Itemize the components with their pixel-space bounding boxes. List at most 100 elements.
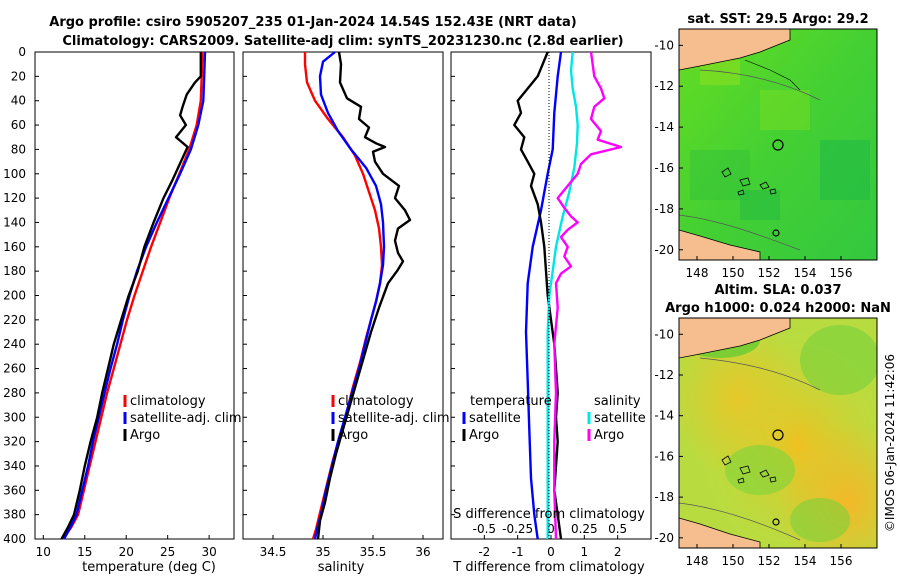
x-tick-label: 2 — [614, 545, 622, 559]
map-y-tick-label: -20 — [654, 531, 674, 545]
argo-position-marker — [772, 139, 784, 151]
depth-tick-label: 20 — [11, 69, 26, 83]
top-x-tick-label: 0 — [547, 522, 555, 536]
series-line-s-satellite — [546, 51, 579, 539]
map-y-tick-label: -18 — [654, 202, 674, 216]
x-tick-label: 15 — [77, 545, 92, 559]
island-marker — [772, 229, 780, 237]
map-y-tick-label: -10 — [654, 327, 674, 341]
legend-temperature-title: temperature — [470, 394, 552, 409]
map-x-tick-label: 150 — [722, 266, 745, 280]
x-tick-label: 25 — [160, 545, 175, 559]
land-australia — [679, 517, 761, 548]
salinity-xlabel: salinity — [318, 560, 365, 575]
x-tick-label: 35.5 — [360, 545, 387, 559]
depth-tick-label: 220 — [3, 313, 26, 327]
legend-argo: Argo — [130, 428, 160, 443]
depth-tick-label: 300 — [3, 410, 26, 424]
reef-islands — [721, 167, 777, 196]
series-line-t-satellite — [524, 51, 563, 540]
legend-s-satellite: satellite — [594, 411, 646, 426]
x-tick-label: 10 — [36, 545, 51, 559]
sst-map-title: sat. SST: 29.5 Argo: 29.2 — [687, 12, 868, 27]
map-y-tick-label: -10 — [654, 38, 674, 52]
map-axis-ticks: 148 150 152 154 156 -10 -12 -14 -16 -18 -20 148 150 1… — [654, 38, 852, 568]
depth-tick-label: 240 — [3, 337, 26, 351]
land-australia — [679, 229, 761, 260]
map-y-tick-label: -20 — [654, 243, 674, 257]
salinity-panel — [242, 51, 444, 540]
depth-tick-label: 280 — [3, 386, 26, 400]
sst-map — [679, 29, 877, 260]
sst-map-frame — [678, 28, 878, 261]
top-x-tick-label: 0.5 — [608, 522, 627, 536]
x-tick-label: -1 — [512, 545, 524, 559]
map-x-tick-label: 156 — [830, 554, 853, 568]
legend-satellite-adj-clim: satellite-adj. clim — [338, 411, 450, 426]
depth-tick-label: 260 — [3, 362, 26, 376]
top-x-tick-label: -0.25 — [502, 522, 533, 536]
argo-position-marker — [772, 429, 784, 441]
reef-islands — [721, 455, 777, 484]
map-x-tick-label: 156 — [830, 266, 853, 280]
profile-curves — [60, 51, 623, 540]
depth-tick-label: 180 — [3, 264, 26, 278]
x-tick-label: 36 — [415, 545, 430, 559]
x-tick-label: -2 — [478, 545, 490, 559]
sla-map — [679, 318, 877, 548]
legend-climatology: climatology — [338, 394, 414, 409]
depth-tick-label: 40 — [11, 94, 26, 108]
depth-tick-label: 360 — [3, 483, 26, 497]
map-y-tick-label: -16 — [654, 449, 674, 463]
legend-climatology: climatology — [130, 394, 206, 409]
top-x-tick-label: -0.5 — [473, 522, 496, 536]
legend-argo: Argo — [338, 428, 368, 443]
difference-top-xlabel: S difference from climatology — [453, 507, 645, 522]
difference-panel — [450, 51, 652, 540]
difference-legend: temperature satellite Argo salinity sate… — [462, 394, 646, 443]
top-x-tick-label: 0.25 — [571, 522, 598, 536]
series-line-climatology — [62, 51, 204, 540]
depth-tick-label: 140 — [3, 215, 26, 229]
map-x-tick-label: 152 — [758, 266, 781, 280]
map-x-tick-label: 154 — [794, 266, 817, 280]
legend-salinity-title: salinity — [594, 394, 641, 409]
legend-t-argo: Argo — [469, 428, 499, 443]
sla-map-title-1: Altim. SLA: 0.037 — [715, 283, 842, 298]
series-line-climatology — [303, 52, 384, 540]
title-line-2: Climatology: CARS2009. Satellite-adj cli… — [62, 34, 623, 49]
series-line-argo — [316, 51, 412, 540]
legend-satellite-adj-clim: satellite-adj. clim — [130, 411, 242, 426]
depth-tick-label: 400 — [3, 532, 26, 546]
depth-tick-label: 60 — [11, 118, 26, 132]
depth-tick-label: 0 — [18, 45, 26, 59]
x-tick-label: 30 — [201, 545, 216, 559]
land-new-guinea — [679, 318, 791, 359]
temperature-legend: climatology satellite-adj. clim Argo — [123, 394, 242, 443]
map-y-tick-label: -12 — [654, 79, 674, 93]
x-tick-label: 34.5 — [260, 545, 287, 559]
land-new-guinea — [679, 29, 791, 71]
map-y-tick-label: -16 — [654, 161, 674, 175]
legend-t-satellite: satellite — [469, 411, 521, 426]
island-marker — [772, 518, 780, 526]
depth-tick-label: 340 — [3, 459, 26, 473]
map-x-tick-label: 148 — [686, 554, 709, 568]
map-y-tick-label: -14 — [654, 120, 674, 134]
depth-tick-label: 80 — [11, 142, 26, 156]
depth-tick-label: 100 — [3, 167, 26, 181]
depth-tick-label: 120 — [3, 191, 26, 205]
salinity-legend: climatology satellite-adj. clim Argo — [331, 394, 450, 443]
x-axis-ticks: 10 15 20 25 30 34.5 35 35.5 36 -2 -1 0 1 2 -0.5 -0.25 0 0… — [36, 522, 628, 559]
series-line-argo — [60, 52, 202, 540]
x-tick-label: 20 — [119, 545, 134, 559]
legend-s-argo: Argo — [594, 428, 624, 443]
depth-tick-label: 200 — [3, 289, 26, 303]
map-y-tick-label: -14 — [654, 409, 674, 423]
depth-axis: 0 20 40 60 80 100 120 140 160 180 200 220 240 260 280 3… — [3, 45, 455, 546]
temperature-xlabel: temperature (deg C) — [82, 560, 216, 575]
map-x-tick-label: 150 — [722, 554, 745, 568]
depth-tick-label: 160 — [3, 240, 26, 254]
imos-credit: ©IMOS 06-Jan-2024 11:42:06 — [883, 354, 897, 532]
